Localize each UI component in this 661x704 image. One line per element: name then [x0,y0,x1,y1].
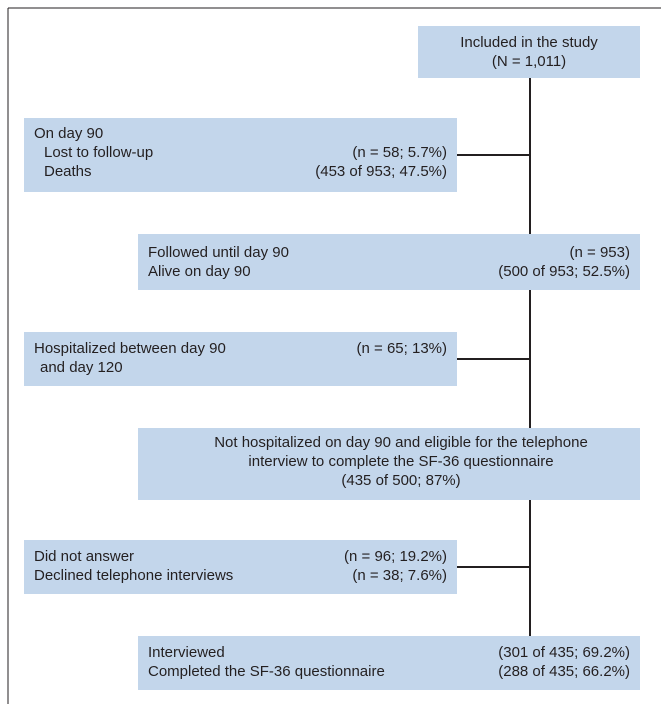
node-count: (453 of 953; 47.5%) [315,163,447,180]
node-count: (n = 58; 5.7%) [352,144,447,161]
node-label: Alive on day 90 [148,263,251,280]
node-box [24,540,457,594]
node-count: (288 of 435; 66.2%) [498,663,630,680]
node-box [24,332,457,386]
node-count: (n = 65; 13%) [357,340,447,357]
node-count: (n = 38; 7.6%) [352,567,447,584]
node-box [138,234,640,290]
node-box [24,118,457,192]
node-count: (500 of 953; 52.5%) [498,263,630,280]
node-label: Completed the SF-36 questionnaire [148,663,385,680]
node-text: Included in the study [460,34,598,51]
node-label: Declined telephone interviews [34,567,233,584]
node-label: and day 120 [40,359,123,376]
node-label: Hospitalized between day 90 [34,340,226,357]
node-text: (435 of 500; 87%) [341,472,460,489]
node-box [418,26,640,78]
node-text: Not hospitalized on day 90 and eligible … [214,434,588,451]
node-label: Deaths [44,163,92,180]
node-label: Did not answer [34,548,134,565]
node-label: Lost to follow-up [44,144,153,161]
node-title: On day 90 [34,125,103,142]
node-count: (n = 953) [570,244,630,261]
node-label: Followed until day 90 [148,244,289,261]
node-text: interview to complete the SF-36 question… [248,453,553,470]
node-label: Interviewed [148,644,225,661]
node-box [138,428,640,500]
node-box [138,636,640,690]
node-count: (301 of 435; 69.2%) [498,644,630,661]
node-count: (n = 96; 19.2%) [344,548,447,565]
node-text: (N = 1,011) [492,53,566,70]
